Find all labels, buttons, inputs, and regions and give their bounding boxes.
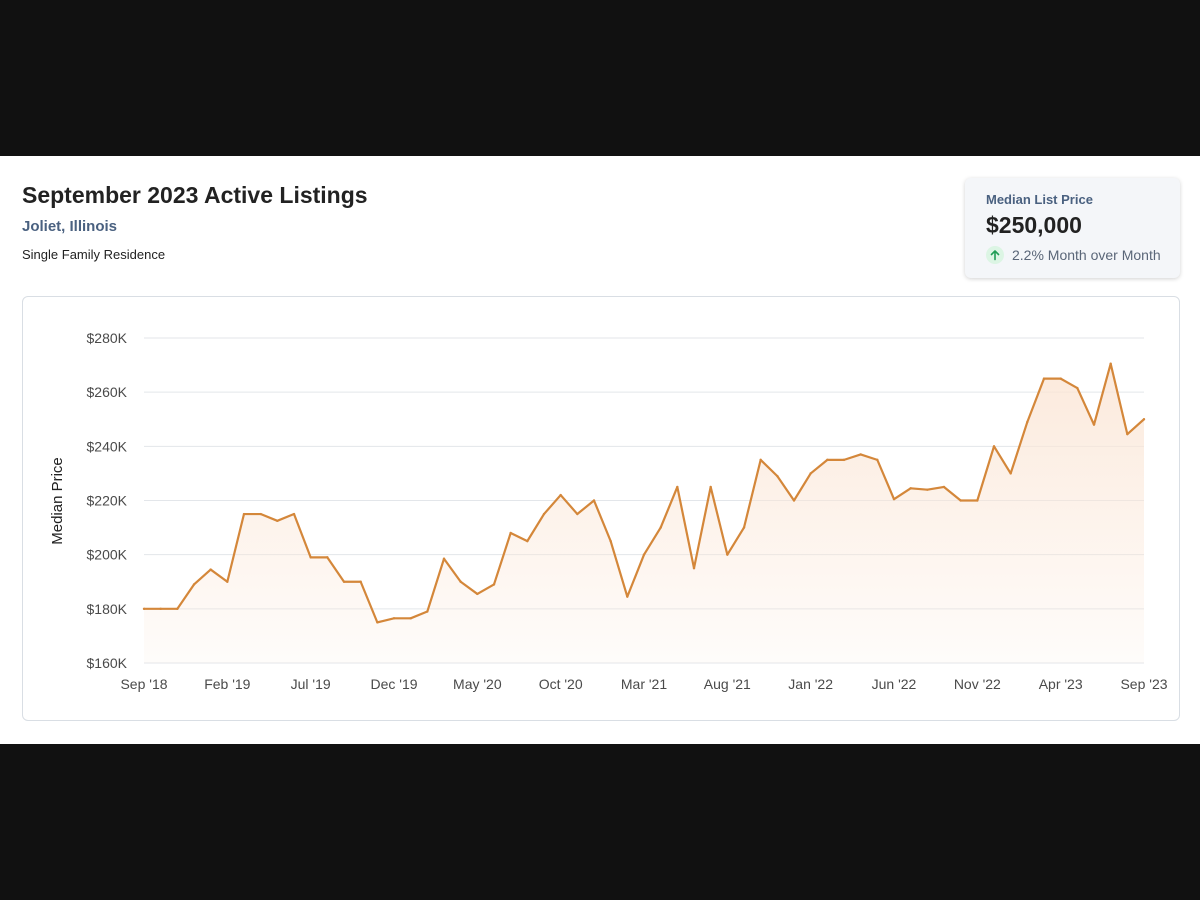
data-point [609, 539, 612, 543]
data-point [426, 610, 429, 613]
data-point [276, 519, 279, 523]
data-point [326, 556, 329, 559]
data-point [909, 487, 912, 490]
x-tick-label: Dec '19 [370, 676, 417, 692]
data-point [1142, 418, 1146, 421]
data-point [359, 580, 362, 583]
y-tick-label: $240K [87, 438, 128, 454]
data-point [576, 512, 579, 516]
data-point [176, 607, 179, 611]
data-point [242, 512, 246, 516]
data-point [226, 580, 229, 583]
x-tick-label: Mar '21 [621, 676, 667, 692]
median-price-card: Median List Price $250,000 2.2% Month ov… [965, 178, 1180, 278]
y-tick-label: $200K [87, 547, 128, 563]
data-point [776, 474, 779, 478]
x-tick-label: May '20 [453, 676, 502, 692]
y-tick-label: $220K [87, 493, 128, 509]
data-point [1076, 386, 1079, 390]
data-point [476, 592, 479, 596]
y-tick-label: $280K [87, 330, 128, 346]
data-point [509, 531, 512, 535]
data-point [842, 458, 846, 462]
data-point [592, 499, 596, 502]
data-point [192, 583, 196, 586]
data-point [292, 512, 296, 516]
x-tick-label: Aug '21 [704, 676, 751, 692]
property-type-label: Single Family Residence [22, 247, 166, 262]
data-point [709, 485, 712, 489]
data-point [859, 453, 862, 456]
data-point [726, 553, 729, 556]
data-point [692, 567, 696, 570]
data-point [759, 458, 762, 462]
x-tick-label: Jan '22 [788, 676, 833, 692]
data-point [742, 526, 746, 529]
data-point [942, 485, 946, 489]
data-point [876, 458, 879, 462]
data-point [792, 499, 796, 502]
y-tick-label: $260K [87, 384, 128, 400]
chart-frame: $160K $180K $200K $220K $240K $260K $280K Sep … [22, 296, 1180, 721]
data-point [626, 595, 629, 598]
x-tick-label: Sep '23 [1120, 676, 1167, 692]
x-tick-label: Feb '19 [204, 676, 250, 692]
data-point [142, 607, 146, 611]
listing-panel: September 2023 Active Listings Joliet, I… [0, 156, 1200, 744]
data-point [642, 553, 646, 556]
data-point [392, 617, 396, 620]
data-point [959, 499, 962, 502]
data-point [892, 497, 896, 501]
price-chart: $160K $180K $200K $220K $240K $260K $280K Sep … [49, 330, 1168, 692]
data-point [976, 499, 979, 502]
data-point [442, 557, 446, 560]
location-label: Joliet, Illinois [22, 218, 118, 235]
stat-label: Median List Price [986, 192, 1093, 207]
data-point [1109, 362, 1112, 365]
y-tick-label: $160K [87, 655, 128, 671]
data-point [209, 568, 212, 571]
data-point [159, 607, 162, 611]
data-point [559, 493, 562, 497]
data-point [676, 485, 679, 489]
data-point [342, 580, 346, 583]
data-point [1059, 377, 1062, 380]
stat-value: $250,000 [986, 212, 1082, 238]
x-tick-label: Jun '22 [872, 676, 917, 692]
data-point [526, 539, 529, 543]
data-point [926, 488, 929, 491]
data-point [309, 556, 312, 559]
data-point [809, 472, 812, 475]
data-point [826, 458, 829, 462]
x-tick-label: Sep '18 [120, 676, 167, 692]
data-point [259, 512, 262, 516]
data-point [492, 583, 496, 586]
page-title: September 2023 Active Listings [22, 182, 368, 208]
data-point [542, 512, 546, 516]
data-point [459, 580, 462, 583]
y-axis-title: Median Price [49, 457, 66, 545]
data-point [1009, 472, 1012, 475]
data-point [1026, 420, 1029, 424]
data-point [376, 621, 379, 624]
y-tick-label: $180K [87, 601, 128, 617]
x-tick-label: Oct '20 [539, 676, 583, 692]
data-point [409, 617, 412, 620]
x-tick-label: Apr '23 [1039, 676, 1083, 692]
arrow-up-icon [986, 246, 1004, 264]
area-fill [144, 363, 1144, 663]
data-point [992, 445, 996, 448]
data-point [1092, 423, 1096, 426]
data-point [659, 526, 662, 529]
stat-change: 2.2% Month over Month [986, 246, 1180, 264]
data-point [1126, 432, 1129, 436]
data-point [1042, 377, 1046, 380]
stat-change-text: 2.2% Month over Month [1012, 247, 1161, 263]
x-tick-label: Nov '22 [954, 676, 1001, 692]
x-tick-label: Jul '19 [291, 676, 331, 692]
